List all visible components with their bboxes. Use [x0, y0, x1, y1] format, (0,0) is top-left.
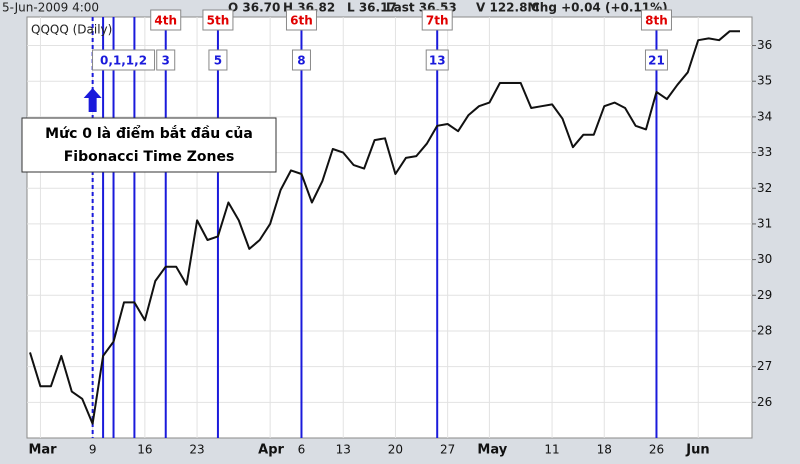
y-tick-label: 28: [757, 323, 772, 337]
y-tick-label: 31: [757, 216, 772, 230]
x-tick-label: 20: [388, 443, 403, 457]
x-tick-label: Apr: [258, 443, 284, 458]
fib-ordinal: 5th: [207, 14, 230, 28]
x-tick-label: 11: [544, 443, 559, 457]
annotation: Fibonacci Time Zones: [64, 149, 235, 165]
y-tick-label: 27: [757, 359, 772, 373]
x-tick-label: 26: [649, 443, 664, 457]
fib-ordinal: 8th: [645, 14, 668, 28]
fib-number-box: [208, 49, 228, 71]
x-tick-label: 27: [440, 443, 455, 457]
x-tick-label: 23: [189, 443, 204, 457]
y-tick-label: 34: [757, 109, 772, 123]
fib-ordinal: 4th: [154, 14, 177, 28]
fib-number: 21: [648, 54, 665, 68]
fib-number: 13: [429, 54, 446, 68]
x-tick-label: Mar: [28, 443, 57, 458]
x-tick-label: 9: [89, 443, 97, 457]
fib-number-box: [644, 49, 668, 71]
fib-number: 5: [214, 54, 222, 68]
fib-ordinal-box: [150, 9, 182, 31]
fib-ordinal-box: [421, 9, 453, 31]
fib-number-box: [92, 49, 156, 71]
fib-number-box: [156, 49, 176, 71]
fib-ordinal: 7th: [426, 14, 449, 28]
y-tick-label: 36: [757, 38, 772, 52]
x-tick-label: 13: [336, 443, 351, 457]
y-tick-label: 32: [757, 181, 772, 195]
fib-ordinal-box: [202, 9, 234, 31]
x-tick-label: 6: [298, 443, 306, 457]
plot-area: [26, 16, 753, 439]
price-line: [29, 30, 740, 425]
fib-ordinal-box: [640, 9, 672, 31]
y-tick-label: 30: [757, 252, 772, 266]
fib-ordinal-box: [285, 9, 317, 31]
quote-field: L 36.17: [347, 1, 397, 15]
quote-field: V 122.8M: [476, 1, 539, 15]
x-tick-label: May: [477, 443, 507, 458]
fib-number: 0,1,1,2: [100, 54, 147, 68]
quote-field: 5-Jun-2009 4:00: [2, 1, 99, 15]
legend-label: QQQQ (Daily): [31, 23, 112, 37]
fib-ordinal: 6th: [290, 14, 313, 28]
quote-field: O 36.70: [228, 1, 280, 15]
y-tick-label: 29: [757, 288, 772, 302]
fib-number: 3: [162, 54, 170, 68]
y-tick-label: 35: [757, 74, 772, 88]
annotation-box: [21, 117, 277, 173]
x-tick-label: 18: [597, 443, 612, 457]
arrow: [83, 88, 102, 112]
fib-number-box: [425, 49, 449, 71]
fib-number-box: [291, 49, 311, 71]
fib-number: 8: [297, 54, 305, 68]
x-tick-label: Jun: [685, 443, 709, 458]
annotation: Mức 0 là điểm bắt đầu của: [45, 125, 253, 142]
quote-field: Chg +0.04 (+0.11%): [531, 1, 668, 15]
y-tick-label: 26: [757, 395, 772, 409]
x-tick-label: 16: [137, 443, 152, 457]
y-tick-label: 33: [757, 145, 772, 159]
